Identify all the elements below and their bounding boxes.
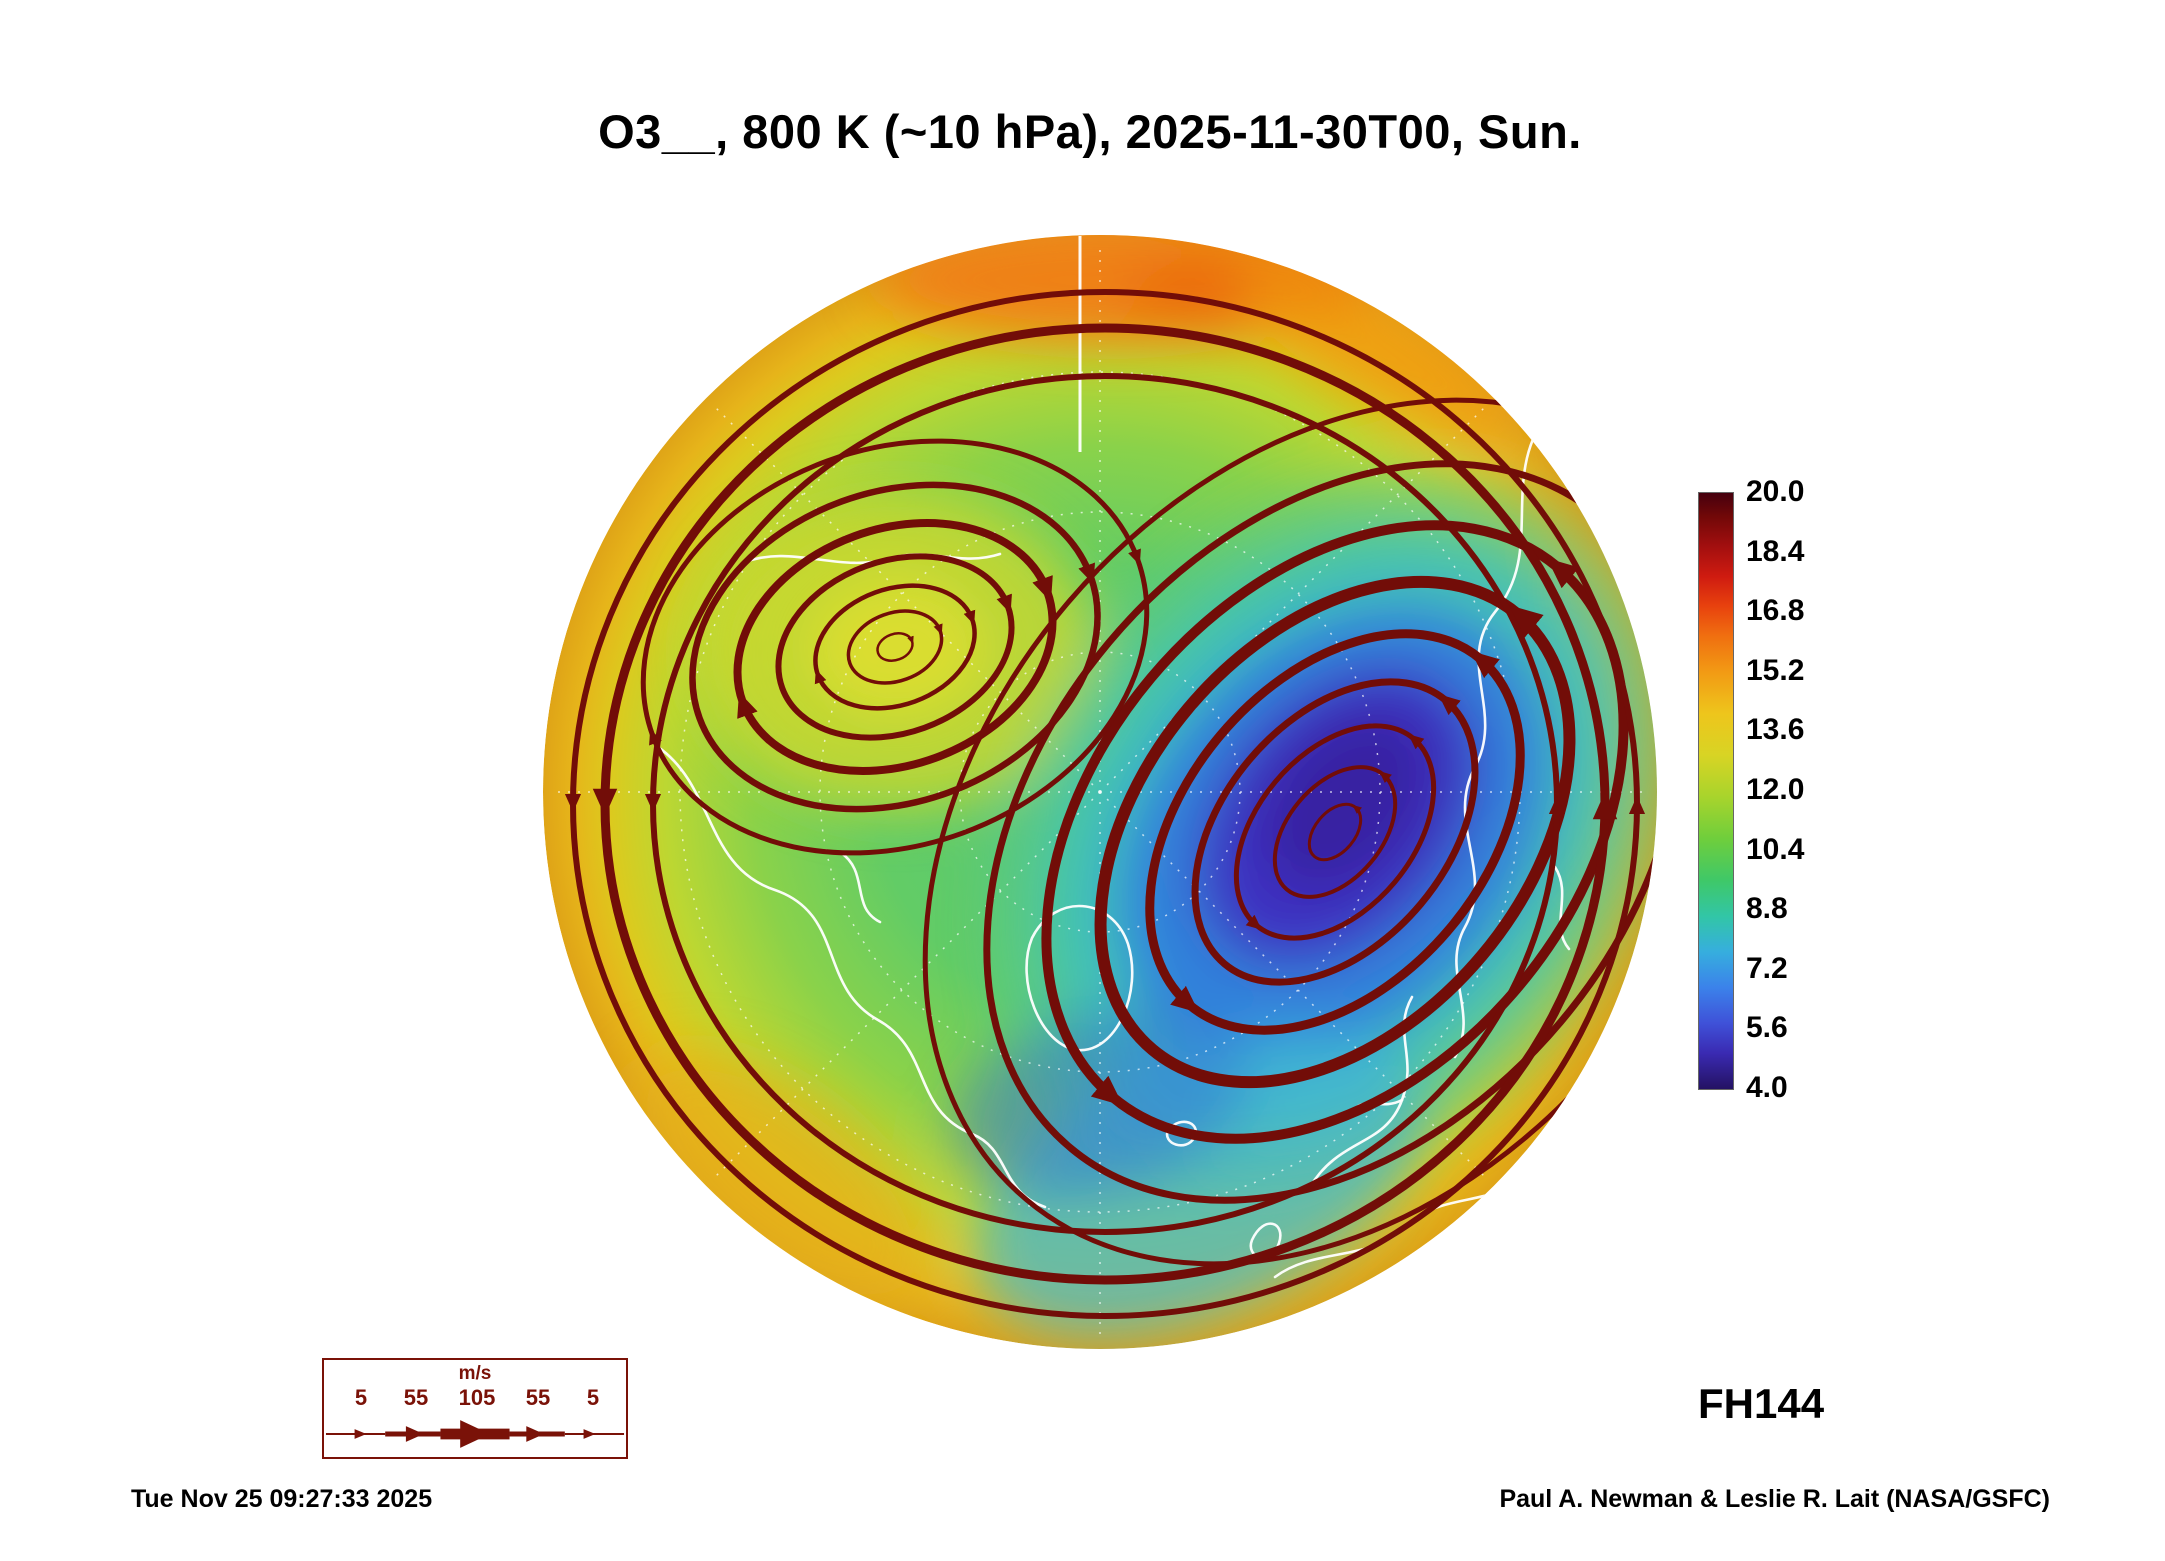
wind-barb-scale (325, 1420, 625, 1448)
figure-title: O3__, 800 K (~10 hPa), 2025-11-30T00, Su… (598, 105, 1582, 158)
polar-map (543, 235, 1657, 1349)
wind-speed-legend: m/s 5 55 105 55 5 (322, 1358, 628, 1459)
wind-tick-label: 105 (458, 1385, 496, 1410)
colorbar-tick-label: 10.4 (1746, 833, 1805, 866)
colorbar-tick-label: 13.6 (1746, 713, 1805, 746)
circumpolar-streamlines (564, 289, 1646, 1319)
colorbar-tick-label: 7.2 (1746, 952, 1788, 985)
wind-unit-label: m/s (458, 1363, 492, 1384)
colorbar-tick-label: 8.8 (1746, 892, 1788, 925)
wind-tick-label: 5 (354, 1385, 368, 1410)
colorbar: 20.0 18.4 16.8 15.2 13.6 12.0 10.4 8.8 7… (1698, 475, 1898, 1104)
colorbar-gradient (1698, 492, 1734, 1090)
wind-tick-label: 55 (525, 1385, 551, 1410)
colorbar-tick-label: 5.6 (1746, 1011, 1788, 1044)
colorbar-tick-label: 15.2 (1746, 654, 1805, 687)
wind-tick-label: 55 (403, 1385, 429, 1410)
forecast-hour-label: FH144 (1698, 1380, 1825, 1427)
wind-tick-label: 5 (586, 1385, 600, 1410)
wind-arrowheads (354, 1420, 596, 1448)
creation-timestamp: Tue Nov 25 09:27:33 2025 (131, 1485, 433, 1513)
colorbar-tick-label: 18.4 (1746, 535, 1805, 568)
credit-line: Paul A. Newman & Leslie R. Lait (NASA/GS… (1499, 1485, 2050, 1513)
colorbar-tick-label: 12.0 (1746, 773, 1805, 806)
colorbar-tick-label: 20.0 (1746, 475, 1805, 508)
colorbar-tick-label: 16.8 (1746, 594, 1805, 627)
colorbar-tick-label: 4.0 (1746, 1071, 1788, 1104)
